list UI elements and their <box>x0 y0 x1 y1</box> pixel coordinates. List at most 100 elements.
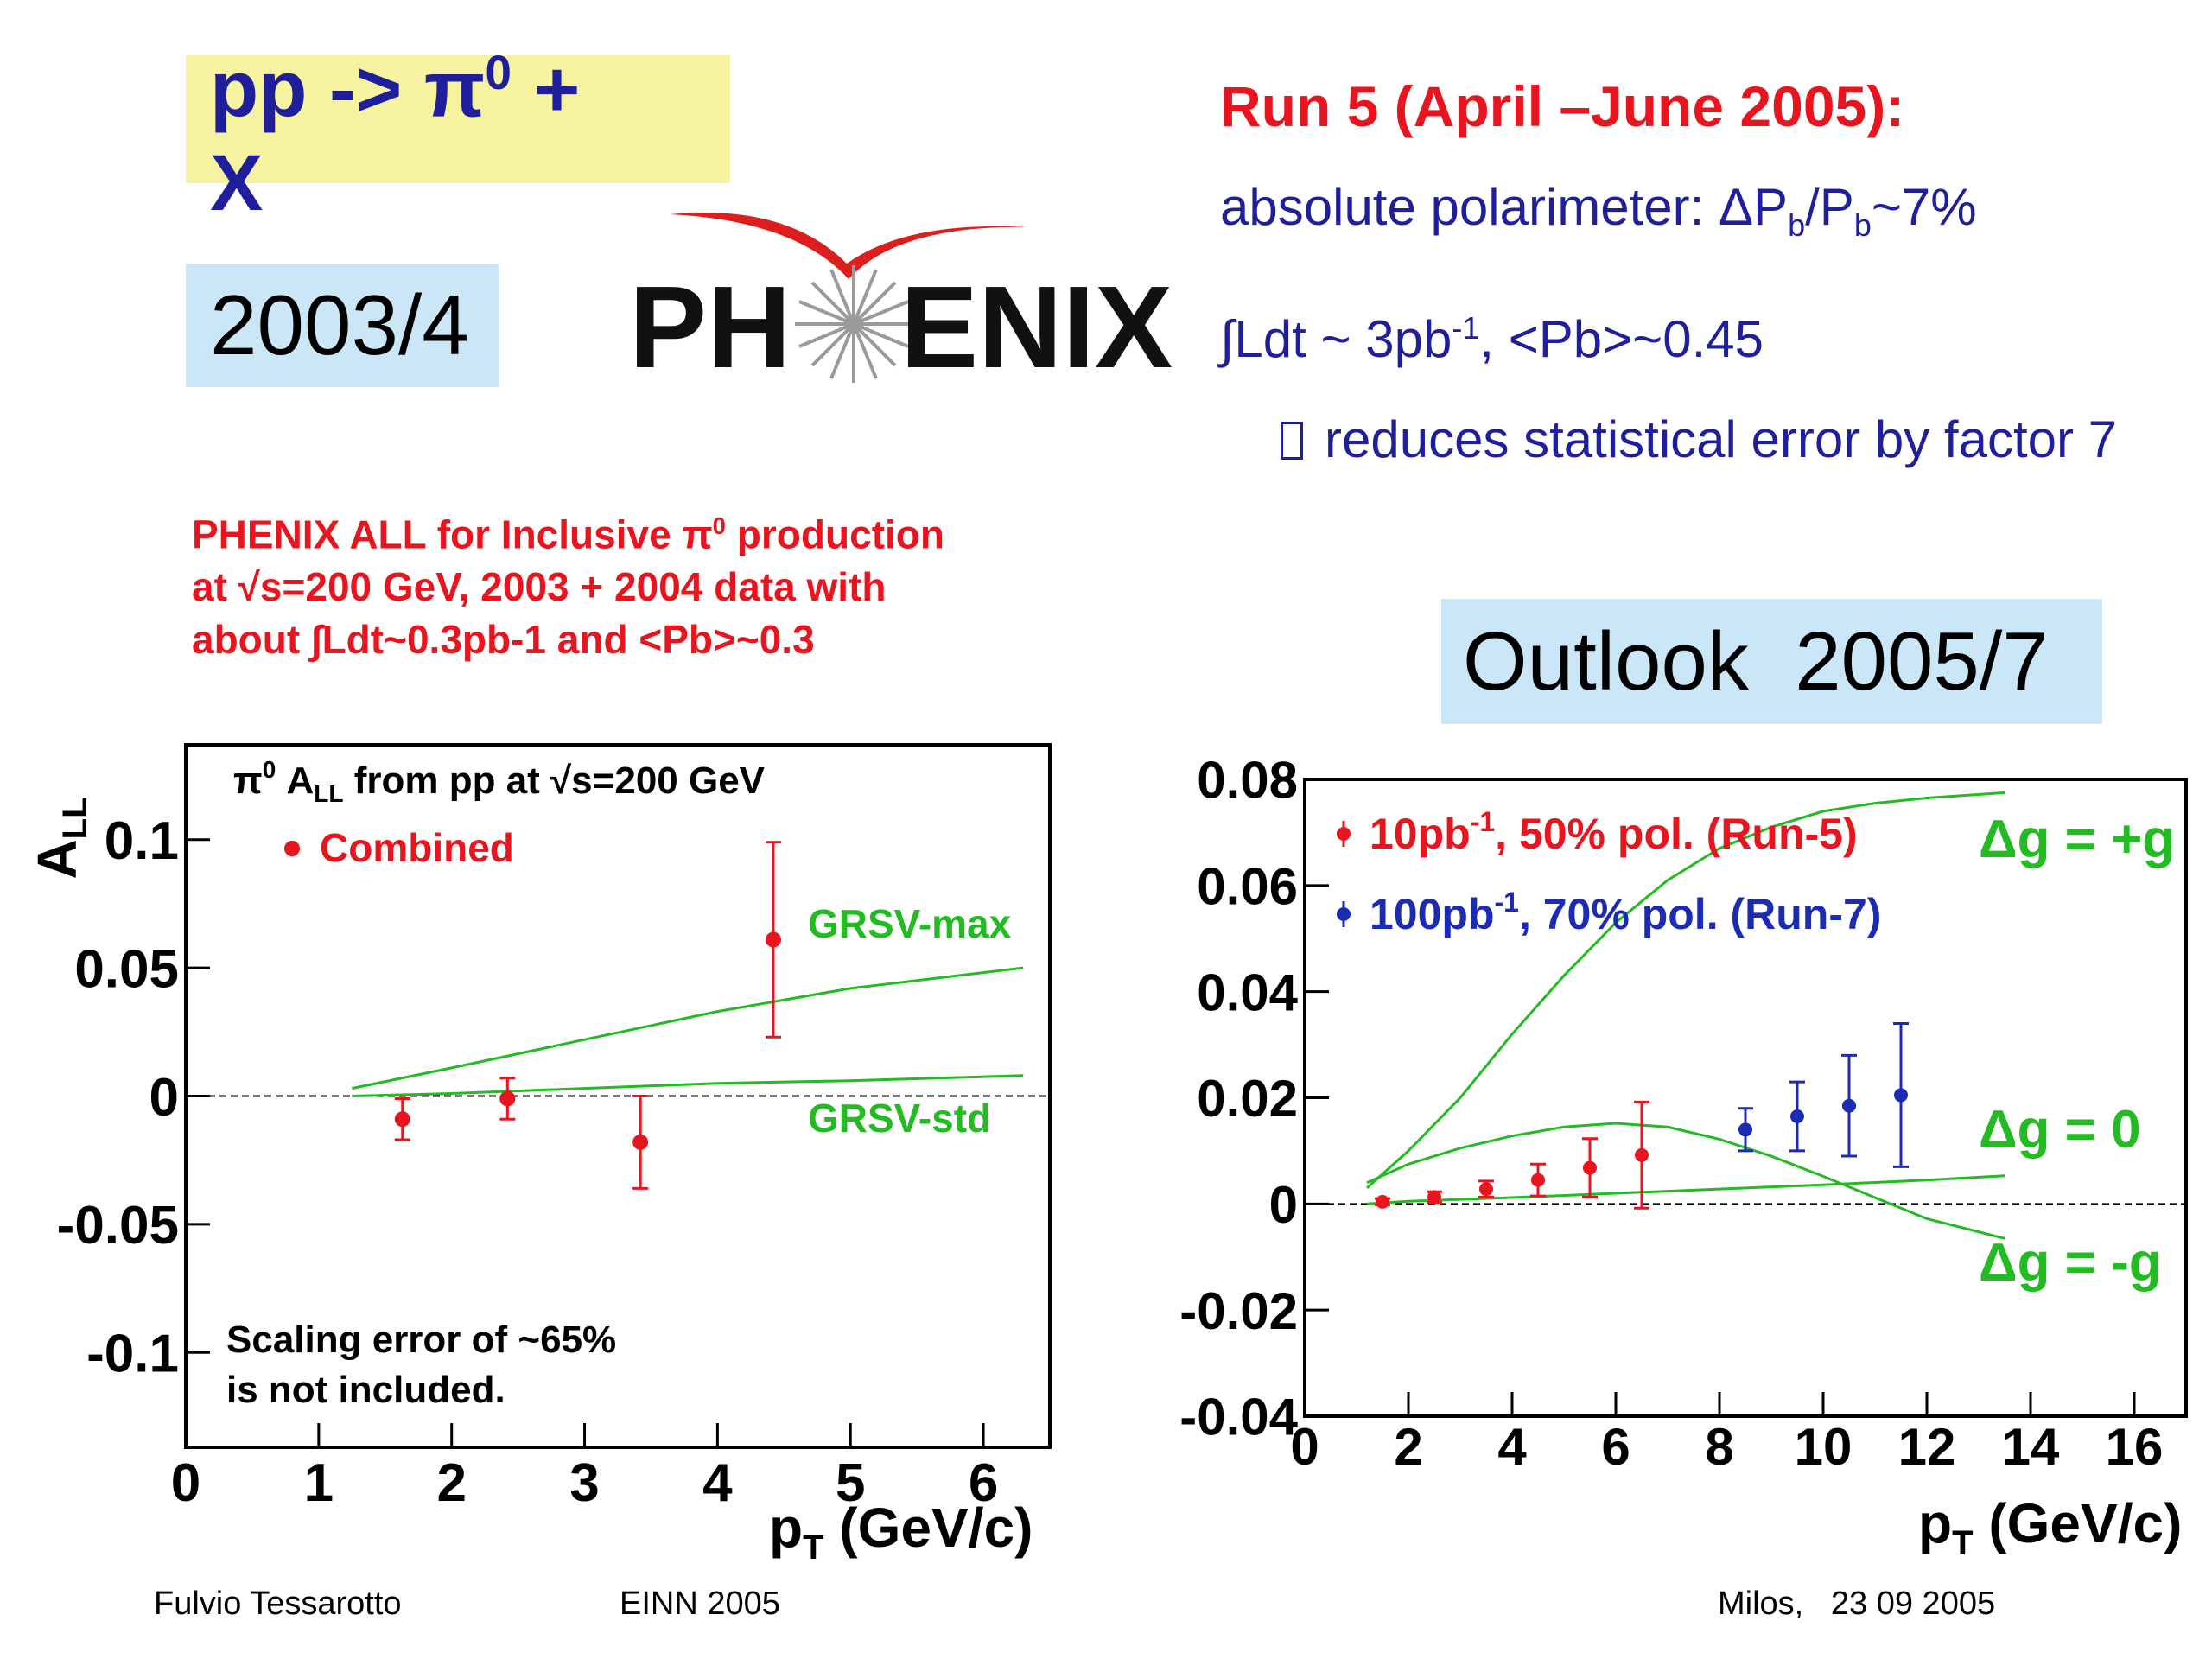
run5-line1-suffix: ~7% <box>1871 178 1977 236</box>
pi-symbol: π <box>423 45 486 134</box>
description: PHENIX ALL for Inclusive π0 production a… <box>192 499 944 666</box>
left-curve-0 <box>351 966 1024 1090</box>
left-x-tick-label: 0 <box>171 1453 200 1513</box>
title-line2: X <box>210 138 264 227</box>
desc-line1-sup: 0 <box>712 512 727 539</box>
right-x-tick-label: 8 <box>1705 1418 1733 1476</box>
left-y-tick-label: 0 <box>149 1068 179 1128</box>
right-x-axis-label: pT (GeV/c) <box>1918 1492 2182 1555</box>
outlook-label: Outlook 2005/7 <box>1463 615 2049 708</box>
year-label: 2003/4 <box>210 277 469 372</box>
right-series-0-point <box>1375 1194 1390 1209</box>
left-series-0-point <box>394 1096 410 1141</box>
right-legend-run5: 10pb-1, 50% pol. (Run-5) <box>1370 806 1858 858</box>
right-x-tick-label: 2 <box>1394 1418 1422 1476</box>
run5-heading: Run 5 (April –June 2005): <box>1220 74 1905 138</box>
right-x-tick-label: 0 <box>1290 1418 1319 1476</box>
run5-polarimeter: absolute polarimeter: ΔPb/Pb~7% <box>1220 177 1977 244</box>
left-chart-title: π0 ALL from pp at √s=200 GeV <box>233 756 766 807</box>
left-x-tick-label: 6 <box>969 1453 998 1513</box>
right-series-1-point <box>1893 1022 1909 1168</box>
left-label-grsv-std: GRSV-std <box>808 1096 991 1141</box>
right-x-tick-label: 4 <box>1497 1418 1527 1476</box>
right-series-1-point <box>1738 1107 1753 1153</box>
run5-luminosity: ∫Ldt ~ 3pb-1, <Pb>~0.45 <box>1220 309 1764 369</box>
description-line2: at √s=200 GeV, 2003 + 2004 data with <box>192 564 887 610</box>
right-y-tick-label: 0.02 <box>1197 1070 1298 1128</box>
left-series-0-point <box>499 1077 516 1121</box>
right-y-tick-label: -0.04 <box>1179 1389 1298 1446</box>
left-series-0-point <box>632 1095 649 1190</box>
left-label-grsv-max: GRSV-max <box>808 901 1012 946</box>
left-annotation-line1: Scaling error of ~65% <box>226 1319 616 1361</box>
outlook-box <box>1441 599 2102 724</box>
right-series-0-point <box>1634 1100 1649 1210</box>
run5-line1-sub2: b <box>1853 207 1872 243</box>
left-y-tick-label: -0.05 <box>57 1196 179 1255</box>
left-curve-1 <box>352 1074 1024 1097</box>
right-series-0-point <box>1530 1162 1546 1198</box>
left-legend-combined: Combined <box>320 825 514 870</box>
chart-right: 0 2 4 6 8 10 12 14 16 0.08 0.06 0.04 0.02 0 -0.02 -0.04… <box>1179 752 2188 1555</box>
right-series-0-point <box>1478 1179 1494 1198</box>
run5-line1-mid: /P <box>1805 178 1854 236</box>
chart-left: 0 1 2 3 4 5 6 0.1 0.05 0 -0.05 -0.1 ALL π0 ALL from… <box>26 743 1052 1567</box>
desc-line1-prefix: PHENIX ALL for Inclusive <box>192 512 683 557</box>
run5-line1-sub1: b <box>1788 207 1806 243</box>
year-box <box>186 264 499 387</box>
right-label-dg-zero: Δg = 0 <box>1979 1100 2141 1160</box>
arrow-icon <box>1281 422 1303 460</box>
right-x-tick-label: 16 <box>2106 1418 2164 1476</box>
footer-author: Fulvio Tessarotto <box>154 1586 402 1622</box>
right-x-tick-label: 6 <box>1601 1418 1630 1476</box>
desc-pi-symbol: π <box>682 512 713 557</box>
right-series-0-point <box>1427 1190 1442 1205</box>
right-label-dg-plus: Δg = +g <box>1979 810 2175 869</box>
run5-line2-sup: -1 <box>1452 310 1480 346</box>
right-series-0-point <box>1582 1137 1598 1198</box>
left-y-tick-label: 0.05 <box>74 939 179 999</box>
logo-star-icon <box>795 265 912 383</box>
right-label-dg-minus: Δg = -g <box>1979 1233 2162 1293</box>
logo-text-right: ENIX <box>900 262 1173 392</box>
left-x-axis-label: pT (GeV/c) <box>769 1497 1033 1567</box>
right-curve-0 <box>1365 791 2005 1190</box>
desc-line1-suffix: production <box>726 512 944 557</box>
right-curve-2 <box>1366 1122 2005 1240</box>
left-x-tick-label: 5 <box>836 1453 865 1513</box>
left-y-tick-label: -0.1 <box>86 1325 179 1384</box>
right-y-tick-label: -0.02 <box>1179 1282 1298 1340</box>
phenix-logo: PH ENIX <box>629 212 1173 392</box>
right-x-tick-label: 14 <box>2002 1418 2060 1476</box>
right-series-1-point <box>1841 1053 1857 1158</box>
right-y-tick-label: 0 <box>1269 1176 1298 1234</box>
right-curve-1 <box>1366 1174 2005 1205</box>
logo-swoosh <box>670 212 1028 279</box>
footer-place-date: Milos, 23 09 2005 <box>1718 1586 1996 1622</box>
left-series-0-point <box>766 841 781 1039</box>
right-plot-frame <box>1303 778 2188 1418</box>
left-x-tick-label: 2 <box>436 1453 466 1513</box>
right-x-tick-label: 10 <box>1795 1418 1853 1476</box>
footer-conference: EINN 2005 <box>620 1586 780 1622</box>
description-line3: about ∫Ldt~0.3pb-1 and <Pb>~0.3 <box>192 617 815 663</box>
right-y-tick-label: 0.08 <box>1197 752 1298 810</box>
title-sup: 0 <box>485 46 512 99</box>
logo-text-left: PH <box>629 262 791 392</box>
run5-line2-prefix: ∫Ldt ~ 3pb <box>1220 310 1452 368</box>
run5-stat-error: reduces statistical error by factor 7 <box>1325 410 2118 468</box>
right-y-tick-label: 0.04 <box>1197 963 1298 1021</box>
title-line1: pp -> <box>210 45 424 134</box>
title-plus: + <box>512 45 581 134</box>
page-title: pp -> π0 + X <box>210 26 580 230</box>
description-line1: PHENIX ALL for Inclusive π0 production <box>192 499 944 561</box>
right-x-tick-label: 12 <box>1898 1418 1956 1476</box>
left-x-tick-label: 4 <box>702 1453 733 1513</box>
title-highlight <box>186 55 730 183</box>
left-annotation-line2: is not included. <box>226 1369 505 1411</box>
left-y-tick-label: 0.1 <box>105 811 179 871</box>
left-y-axis-label: ALL <box>26 797 94 879</box>
run5-line2-suffix: , <Pb>~0.45 <box>1479 310 1764 368</box>
run5-line1-prefix: absolute polarimeter: ΔP <box>1220 178 1789 236</box>
right-legend-run7: 100pb-1, 70% pol. (Run-7) <box>1370 887 1881 938</box>
